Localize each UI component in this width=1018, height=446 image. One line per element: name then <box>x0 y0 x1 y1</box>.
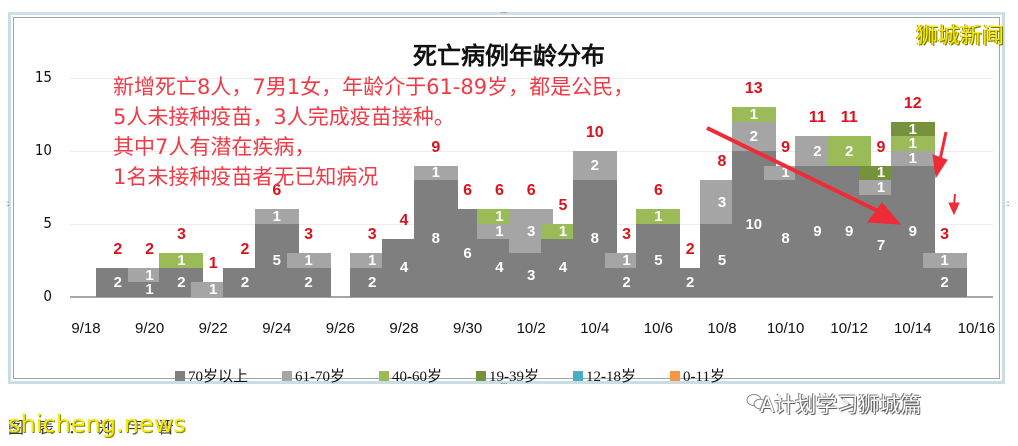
bar-segment: 1 <box>636 209 681 224</box>
annotation-line: 1名未接种疫苗者无已知病况 <box>113 165 379 189</box>
bar-total-label: 3 <box>176 226 186 244</box>
legend-item[interactable]: 40-60岁 <box>379 365 442 386</box>
annotation-line: 其中7人有潜在疾病， <box>113 135 316 159</box>
resize-handle-top[interactable]: ···· <box>500 8 508 17</box>
x-tick-label: 9/26 <box>325 320 355 337</box>
x-tick-label: 10/2 <box>516 320 546 337</box>
bar-segment: 1 <box>890 136 935 152</box>
gridline-10 <box>70 151 993 152</box>
legend-label: 61-70岁 <box>295 369 346 385</box>
legend-swatch-icon <box>175 370 185 381</box>
x-tick-label: 9/28 <box>389 320 419 337</box>
annotation-line: 新增死亡8人，7男1女，年龄介于61-89岁，都是公民， <box>113 75 635 99</box>
bar-total-label: 5 <box>558 197 568 214</box>
legend-label: 12-18岁 <box>586 369 637 385</box>
bar-segment: 2 <box>922 267 967 297</box>
legend-swatch-icon <box>670 370 681 381</box>
bar-total-label: 2 <box>240 240 250 258</box>
bar-total-label: 6 <box>526 182 536 200</box>
legend-item[interactable]: 70岁以上 <box>175 365 248 386</box>
y-tick-label: 0 <box>43 287 52 305</box>
bar-total-label: 11 <box>840 109 858 127</box>
bar-total-label: 13 <box>744 80 763 98</box>
legend-item[interactable]: 19-39岁 <box>476 365 539 386</box>
bar-segment: 2 <box>286 267 331 297</box>
bar-segment: 1 <box>890 121 935 137</box>
bar-total-label: 12 <box>903 94 922 112</box>
bar-segment: 1 <box>922 253 967 268</box>
bar-segment: 1 <box>286 253 331 268</box>
legend-label: 0-11岁 <box>683 369 725 385</box>
account-watermark: A计划学习狮城篇 <box>760 393 922 417</box>
x-tick-label: 9/24 <box>262 320 292 337</box>
bar-total-label: 6 <box>494 182 504 200</box>
bar-segment: 1 <box>731 107 776 122</box>
legend-swatch-icon <box>573 370 584 381</box>
bar-segment: 1 <box>254 209 299 224</box>
chart-credit: 图表：郑宇晋 <box>8 418 189 437</box>
resize-handle-left[interactable]: :: <box>6 199 9 208</box>
wechat-icon <box>746 394 767 410</box>
legend-swatch-icon <box>282 370 293 381</box>
bar-total-label: 3 <box>622 226 632 244</box>
bar-total-label: 3 <box>367 226 377 244</box>
annotation-line: 5人未接种疫苗，3人完成疫苗接种。 <box>113 105 455 129</box>
x-tick-label: 9/22 <box>198 320 228 337</box>
x-tick-label: 10/12 <box>830 320 868 337</box>
legend-label: 19-39岁 <box>489 369 540 385</box>
bar-total-label: 3 <box>304 226 314 244</box>
annotation-text: 新增死亡8人，7男1女，年龄介于61-89岁，都是公民， 5人未接种疫苗，3人完… <box>113 72 634 192</box>
resize-handle-right[interactable]: :: <box>1006 199 1009 208</box>
x-tick-label: 10/4 <box>580 320 610 337</box>
y-tick-label: 5 <box>43 214 52 232</box>
bar-total-label: 11 <box>808 109 826 127</box>
x-axis-line <box>70 296 993 298</box>
resize-handle-bottom[interactable]: ···· <box>500 379 508 388</box>
legend-label: 40-60岁 <box>392 369 443 385</box>
bar-total-label: 6 <box>653 182 663 200</box>
y-tick-label: 15 <box>34 68 52 86</box>
legend-item[interactable]: 61-70岁 <box>282 365 345 386</box>
bar-total-label: 6 <box>463 182 473 200</box>
brand-watermark: 狮城新闻 <box>915 24 1004 49</box>
bar-total-label: 4 <box>399 211 409 229</box>
site-watermark: shicheng.news <box>8 410 186 438</box>
bar-segment: 2 <box>572 151 617 181</box>
chart-frame-border <box>13 17 1000 379</box>
bar-total-label: 2 <box>113 240 123 258</box>
bar-total-label: 9 <box>431 138 441 156</box>
x-tick-label: 10/8 <box>707 320 737 337</box>
y-tick-label: 10 <box>34 141 52 159</box>
x-tick-label: 9/20 <box>134 320 165 337</box>
legend-swatch-icon <box>379 370 390 381</box>
bar-total-label: 6 <box>272 182 282 200</box>
legend-item[interactable]: 12-18岁 <box>573 365 636 386</box>
bar-total-label: 1 <box>208 255 218 273</box>
bar-segment: 1 <box>890 151 935 166</box>
bar-total-label: 2 <box>145 240 155 258</box>
x-tick-label: 10/6 <box>643 320 673 337</box>
bar-segment: 1 <box>413 165 458 181</box>
gridline-15 <box>70 78 993 79</box>
legend-item[interactable]: 0-11岁 <box>670 365 725 386</box>
bar-total-label: 3 <box>940 226 950 244</box>
x-tick-label: 10/10 <box>766 320 805 337</box>
legend-swatch-icon <box>476 370 487 381</box>
bar-total-label: 2 <box>685 240 695 258</box>
x-tick-label: 9/30 <box>452 320 483 337</box>
bar-total-label: 10 <box>585 124 604 141</box>
x-tick-label: 9/18 <box>71 320 101 337</box>
x-tick-label: 10/14 <box>894 320 932 337</box>
chart-legend: 70岁以上 61-70岁 40-60岁 19-39岁 12-18岁 0-11岁 <box>175 365 725 386</box>
x-tick-label: 10/16 <box>957 320 996 337</box>
chart-title: 死亡病例年龄分布 <box>413 42 605 70</box>
legend-label: 70岁以上 <box>188 369 249 385</box>
bar-segment: 1 <box>159 253 204 268</box>
bar-total-label: 9 <box>876 138 886 156</box>
